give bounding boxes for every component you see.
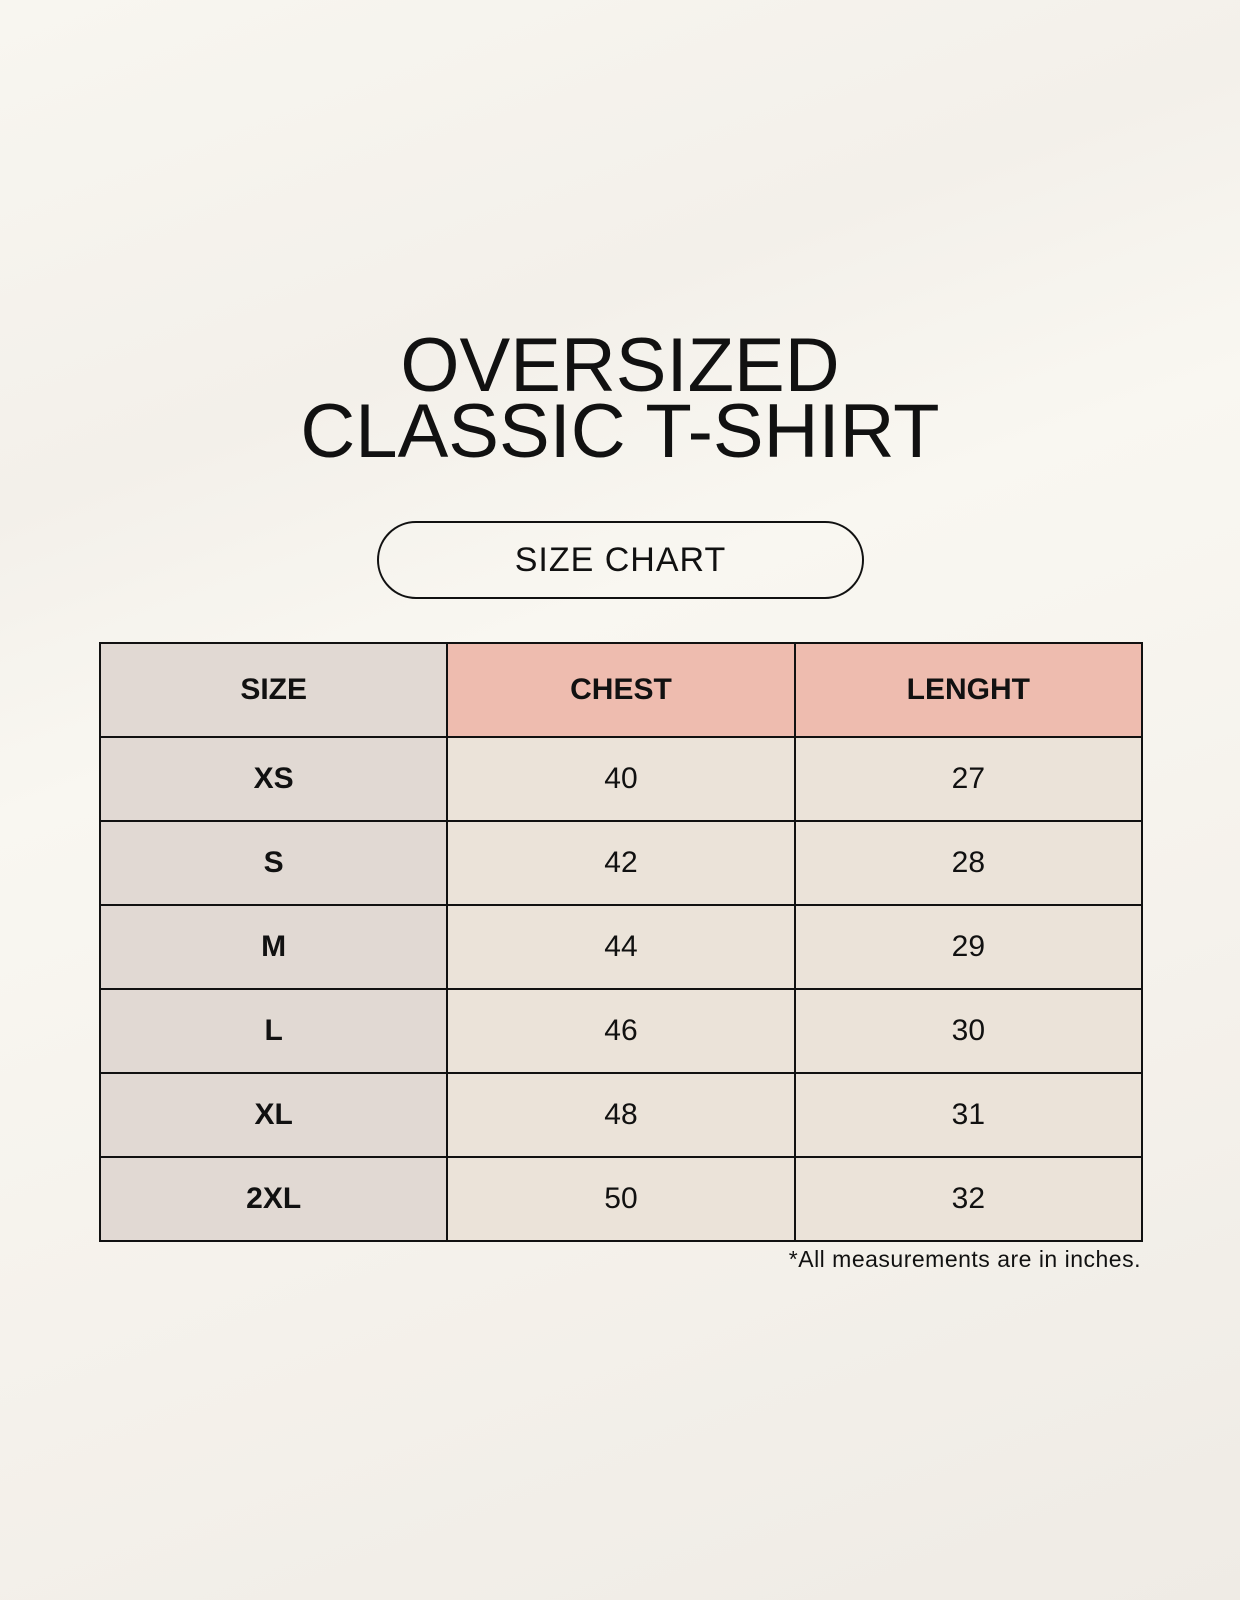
size-cell: L <box>98 988 449 1074</box>
table-row: XL 48 31 <box>98 1072 1144 1158</box>
chest-cell: 42 <box>446 820 796 906</box>
chest-cell: 46 <box>446 988 796 1074</box>
page-title: OVERSIZED CLASSIC T-SHIRT <box>0 323 1240 474</box>
size-cell: XS <box>98 736 449 822</box>
length-cell: 32 <box>793 1156 1144 1242</box>
footnote: *All measurements are in inches. <box>788 1246 1141 1272</box>
length-cell: 31 <box>793 1072 1144 1158</box>
title-line-2: CLASSIC T-SHIRT <box>300 389 940 474</box>
table-header-row: SIZE CHEST LENGHT <box>98 642 1144 738</box>
table-row: M 44 29 <box>98 904 1144 990</box>
chest-cell: 50 <box>446 1156 796 1242</box>
length-cell: 27 <box>793 736 1144 822</box>
size-cell: XL <box>98 1072 449 1158</box>
table-row: L 46 30 <box>98 988 1144 1074</box>
table-row: XS 40 27 <box>98 736 1144 822</box>
size-cell: 2XL <box>98 1156 449 1242</box>
header-length: LENGHT <box>793 642 1144 738</box>
header-size: SIZE <box>98 642 449 738</box>
length-cell: 28 <box>793 820 1144 906</box>
header-chest: CHEST <box>446 642 796 738</box>
table-row: 2XL 50 32 <box>98 1156 1144 1242</box>
title-line-1: OVERSIZED <box>400 323 840 408</box>
chest-cell: 48 <box>446 1072 796 1158</box>
length-cell: 30 <box>793 988 1144 1074</box>
size-chart-badge: SIZE CHART <box>377 521 864 599</box>
table-row: S 42 28 <box>98 820 1144 906</box>
size-cell: S <box>98 820 449 906</box>
length-cell: 29 <box>793 904 1144 990</box>
size-cell: M <box>98 904 449 990</box>
size-table: SIZE CHEST LENGHT XS 40 27 S 42 28 M 44 29 L 46 30 X… <box>98 642 1144 1242</box>
chest-cell: 44 <box>446 904 796 990</box>
chest-cell: 40 <box>446 736 796 822</box>
